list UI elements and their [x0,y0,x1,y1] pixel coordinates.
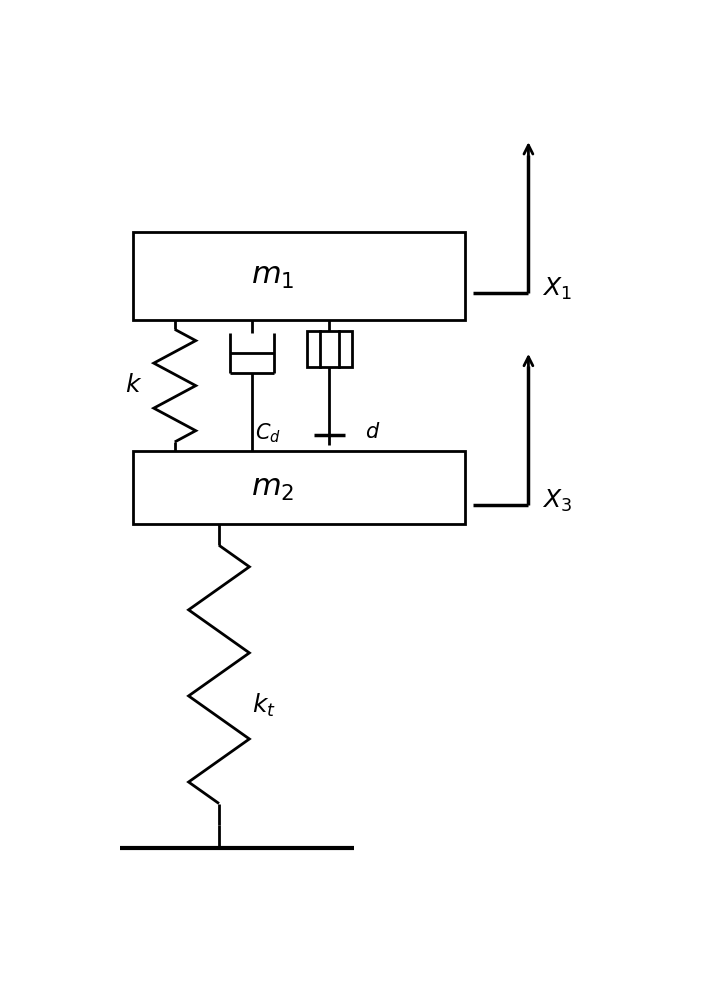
Text: $m_2$: $m_2$ [251,472,294,503]
Bar [133,232,465,320]
Text: $X_3$: $X_3$ [543,488,573,514]
Text: $X_1$: $X_1$ [543,276,572,302]
Text: $k$: $k$ [125,374,142,397]
Bar [133,451,465,524]
Text: $d$: $d$ [366,422,381,442]
Text: $C_d$: $C_d$ [255,421,281,445]
Text: $m_1$: $m_1$ [251,260,294,291]
Text: $k_t$: $k_t$ [252,692,276,719]
Bar [307,331,352,367]
